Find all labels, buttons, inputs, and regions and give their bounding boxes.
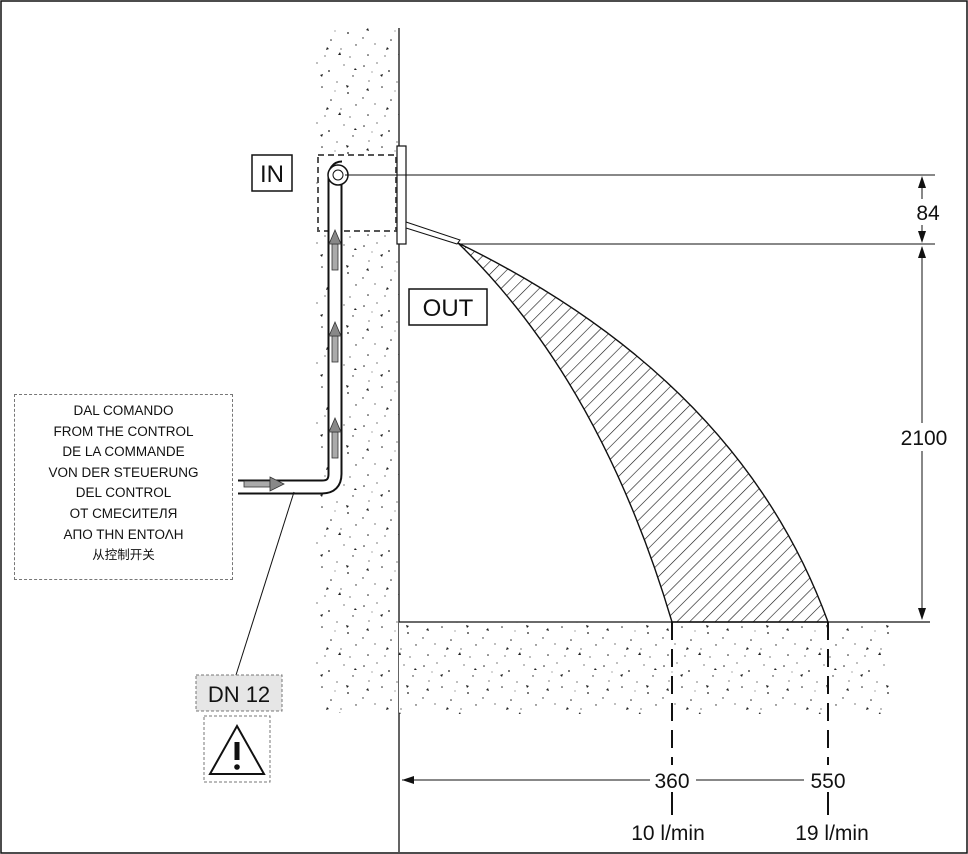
- source-note-line-es: DEL CONTROL: [75, 485, 172, 501]
- pipe-leader-line: [235, 491, 295, 676]
- dim-2100-label: 2100: [901, 427, 948, 450]
- dim-arrow-icon: [918, 608, 926, 620]
- pipe-size-label: DN 12: [208, 682, 270, 707]
- in-label: IN: [260, 161, 284, 188]
- pipe-size-box: [195, 674, 283, 712]
- source-note-line-it: DAL COMANDO: [73, 403, 174, 418]
- dim-arrow-icon: [918, 231, 926, 243]
- near-flow-label: 10 l/min: [631, 822, 705, 845]
- flow-arrow-icon: [328, 416, 342, 459]
- source-note-line-ru: ОТ СМЕСИТЕЛЯ: [69, 505, 178, 521]
- dim-arrow-icon: [918, 176, 926, 188]
- dim-84-label: 84: [916, 202, 940, 225]
- warning-triangle-icon: [203, 715, 271, 783]
- dim-2100-bg: [895, 423, 955, 451]
- floor-section: [399, 622, 889, 714]
- shower-arm: [405, 221, 461, 245]
- in-label-box: [251, 154, 293, 192]
- dim-84-bg: [915, 199, 941, 225]
- flow-arrow-icon: [243, 476, 285, 492]
- flow-arrow-icon: [328, 320, 342, 363]
- dim-arrow-icon: [918, 246, 926, 258]
- source-note: DAL COMANDO FROM THE CONTROL DE LA COMMA…: [14, 394, 233, 580]
- far-throw-label: 550: [810, 770, 845, 793]
- pipe-elbow-inner: [332, 169, 344, 181]
- source-note-line-zh: 从控制开关: [92, 547, 155, 563]
- out-label: OUT: [423, 295, 474, 322]
- far-flow-label: 19 l/min: [795, 822, 869, 845]
- source-note-line-en: FROM THE CONTROL: [53, 423, 194, 439]
- dim-arrow-icon: [402, 776, 414, 784]
- out-label-box: [408, 288, 488, 326]
- wall-plate: [396, 145, 407, 245]
- flow-arrow-icon: [328, 228, 342, 271]
- source-note-line-fr: DE LA COMMANDE: [62, 444, 185, 460]
- near-throw-label: 360: [654, 770, 689, 793]
- source-note-line-de: VON DER STEUERUNG: [48, 464, 199, 480]
- source-note-line-el: ΑΠΟ ΤΗΝ ΕΝΤΟΛΗ: [63, 526, 184, 542]
- spray-area: [457, 242, 829, 623]
